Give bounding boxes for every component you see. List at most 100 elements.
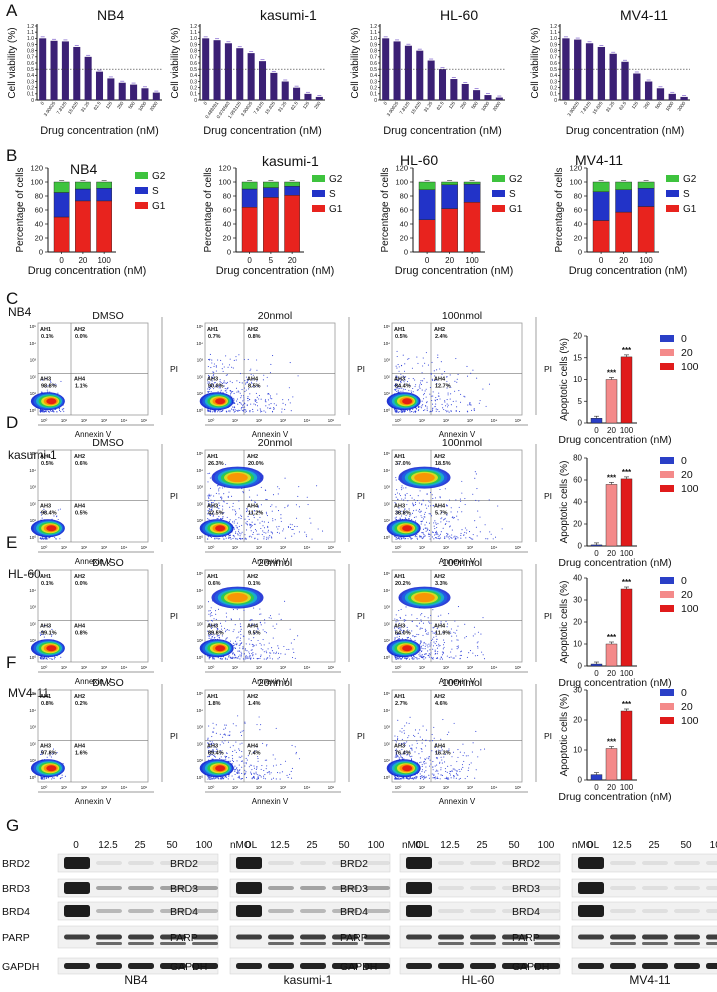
quadrant-name: AH1 [207, 454, 218, 460]
x-tick-label: 5 [269, 256, 274, 265]
tick-label: 10¹ [61, 545, 68, 550]
event-dot [459, 770, 461, 773]
quadrant-percent: 3.3% [435, 581, 448, 587]
event-dot [260, 409, 262, 411]
event-dot [237, 650, 239, 652]
y-tick-label: 0.5 [190, 67, 197, 73]
tick-label: 10² [443, 665, 450, 670]
quadrant-name: AH1 [40, 327, 51, 333]
event-dot [215, 751, 217, 753]
event-dot [401, 629, 403, 631]
event-dot [420, 651, 422, 653]
event-dot [257, 519, 259, 521]
event-dot [426, 381, 428, 383]
event-dot [411, 744, 413, 746]
event-dot [456, 761, 458, 763]
event-dot [435, 632, 437, 634]
x-tick-label: 100 [620, 426, 634, 435]
event-dot [439, 778, 441, 780]
event-dot [271, 647, 273, 649]
event-dot [267, 648, 269, 650]
event-dot [400, 515, 403, 517]
tick-label: 10⁵ [383, 571, 390, 576]
event-dot [407, 737, 409, 739]
event-dot [399, 411, 401, 413]
tick-label: 10⁵ [196, 691, 203, 696]
cleaved-band [128, 942, 154, 945]
tick-label: 10⁰ [395, 418, 402, 423]
event-dot [400, 381, 402, 383]
quadrant-percent: 97.8% [41, 751, 57, 757]
event-dot [429, 393, 431, 395]
event-dot [432, 498, 434, 500]
event-dot [455, 410, 457, 412]
event-dot [289, 527, 292, 529]
event-dot [219, 757, 221, 759]
event-dot [254, 750, 256, 752]
y-tick-label: 0.2 [370, 85, 377, 91]
event-dot [252, 654, 254, 656]
quadrant-percent: 0.0% [75, 581, 88, 587]
event-dot [405, 376, 407, 378]
annexin-axis-label: Annexin V [252, 430, 289, 439]
event-dot [457, 606, 460, 608]
event-dot [411, 614, 413, 616]
event-dot [236, 642, 238, 644]
event-dot [420, 620, 422, 622]
event-dot [477, 647, 479, 649]
event-dot [450, 511, 452, 513]
event-dot [261, 764, 263, 767]
event-dot [264, 631, 266, 633]
event-dot [41, 631, 43, 633]
event-dot [209, 508, 211, 510]
event-dot [210, 613, 212, 615]
event-dot [441, 651, 443, 653]
event-dot [452, 774, 455, 777]
event-dot [421, 738, 424, 740]
event-dot [209, 514, 211, 516]
event-dot [481, 651, 483, 653]
event-dot [252, 652, 254, 654]
event-dot [223, 385, 225, 387]
event-dot [235, 519, 237, 521]
event-dot [224, 657, 226, 659]
event-dot [440, 738, 442, 740]
event-dot [436, 776, 438, 778]
y-tick-label: 60 [400, 206, 408, 215]
event-dot [240, 403, 242, 405]
event-dot [257, 776, 259, 778]
event-dot [459, 498, 461, 500]
event-dot [455, 400, 457, 402]
tick-label: 10² [443, 418, 450, 423]
event-dot [452, 751, 455, 753]
legend-label: G2 [509, 174, 523, 185]
tick-label: 10³ [30, 358, 37, 363]
event-dot [397, 390, 399, 392]
event-dot [227, 496, 229, 498]
tick-label: 10⁴ [121, 418, 128, 423]
event-dot [240, 397, 242, 399]
tick-label: 10¹ [61, 418, 68, 423]
event-dot [245, 522, 247, 524]
event-dot [251, 643, 253, 646]
event-dot [257, 505, 259, 507]
event-dot [443, 756, 445, 758]
event-dot [295, 751, 297, 754]
event-dot [448, 778, 450, 780]
event-dot [435, 757, 437, 759]
protein-band [332, 909, 358, 913]
event-dot [425, 521, 428, 523]
event-dot [223, 380, 225, 382]
event-dot [209, 624, 211, 626]
tick-label: 10⁰ [196, 535, 203, 540]
event-dot [244, 721, 246, 723]
bar [562, 38, 570, 100]
tick-label: 10² [256, 665, 263, 670]
event-dot [215, 746, 217, 748]
event-dot [424, 648, 426, 650]
event-dot [289, 523, 291, 525]
event-dot [260, 648, 262, 650]
event-dot [426, 729, 428, 731]
tick-label: 10⁵ [515, 785, 522, 790]
